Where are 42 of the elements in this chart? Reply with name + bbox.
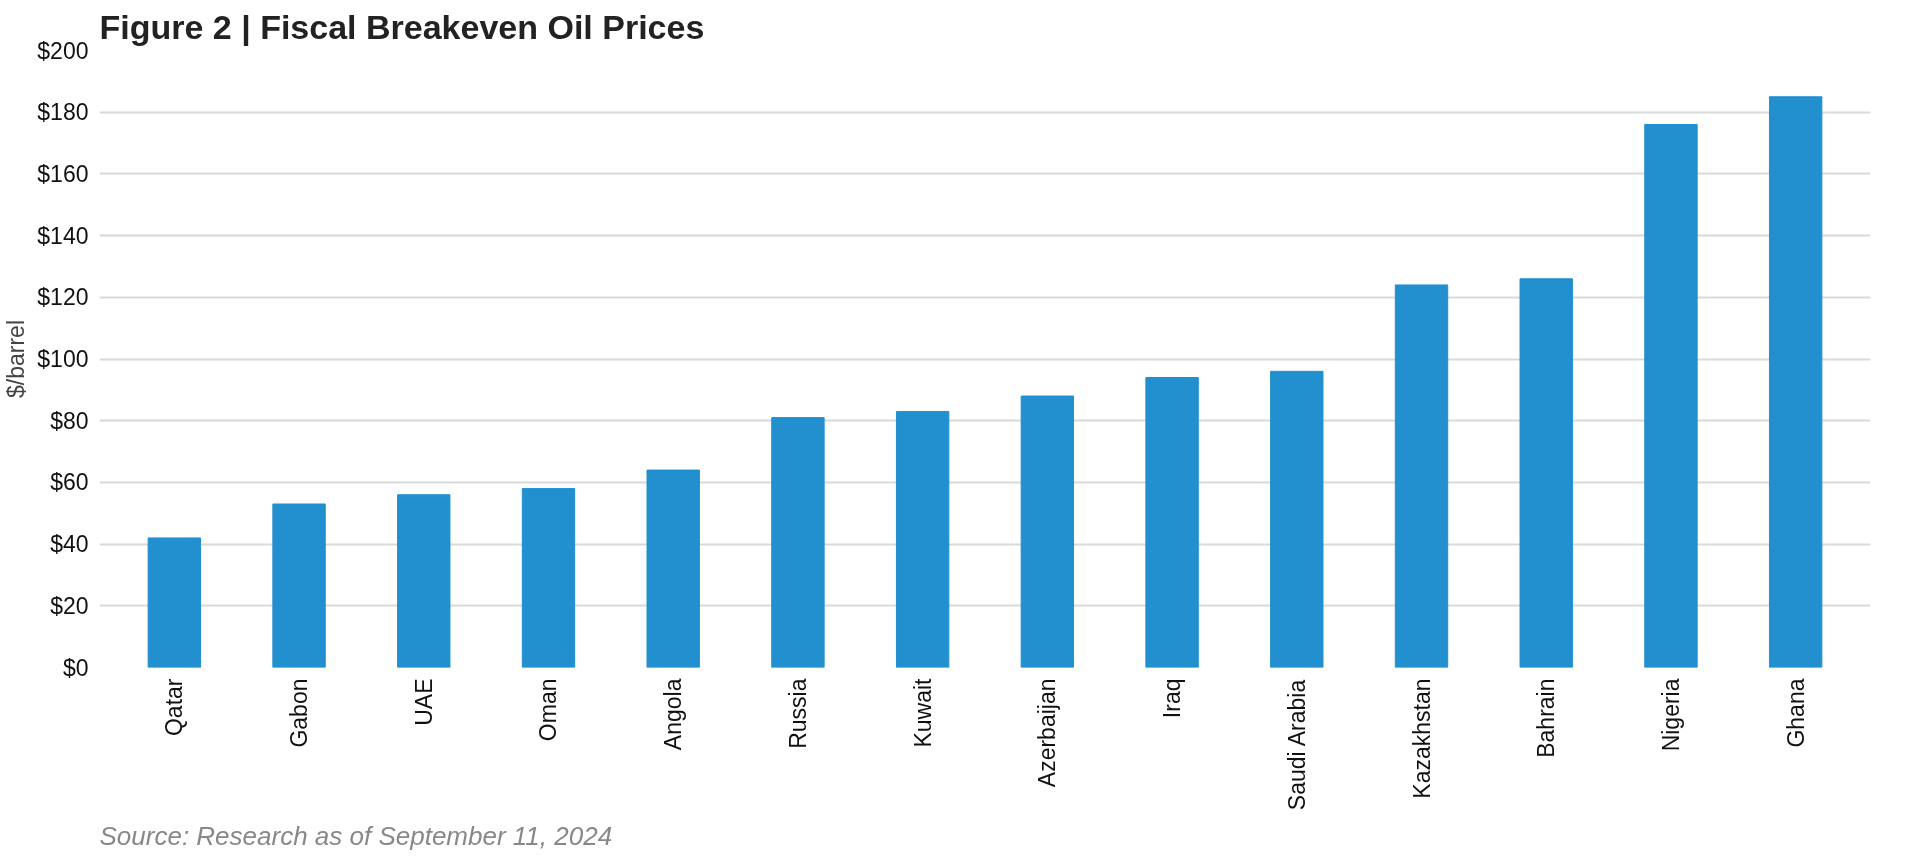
x-tick-label: UAE: [410, 678, 437, 726]
x-tick-label: Nigeria: [1657, 678, 1684, 752]
bar: [1020, 395, 1075, 668]
x-tick-label: Ghana: [1782, 678, 1809, 748]
x-tick-label: Saudi Arabia: [1283, 679, 1310, 811]
x-tick-label: Oman: [535, 678, 562, 742]
y-tick-label: $200: [37, 37, 89, 64]
y-tick-label: $120: [37, 284, 89, 311]
bar: [646, 469, 700, 668]
y-tick-label: $0: [62, 654, 89, 681]
y-tick-label: $20: [50, 592, 89, 619]
bar: [272, 503, 326, 668]
bar: [1145, 377, 1199, 668]
y-tick-label: $60: [50, 469, 89, 496]
y-tick-label: $80: [50, 407, 89, 434]
x-tick-label: Kuwait: [909, 677, 936, 748]
bar: [147, 537, 202, 668]
bar: [1519, 278, 1573, 668]
bar: [1768, 96, 1823, 668]
x-tick-label: Azerbaijan: [1034, 678, 1061, 788]
x-tick-label: Qatar: [161, 678, 188, 737]
x-tick-label: Angola: [660, 678, 687, 751]
source-note: Source: Research as of September 11, 2024: [99, 820, 613, 851]
bar: [1644, 124, 1698, 668]
bar: [1394, 284, 1449, 668]
x-tick-label: Gabon: [286, 678, 313, 748]
bar: [521, 488, 576, 668]
y-axis-title: $/barrel: [3, 320, 30, 398]
y-tick-label: $160: [37, 160, 89, 187]
y-tick-label: $100: [37, 346, 89, 372]
bar: [771, 417, 825, 668]
y-tick-label: $140: [37, 222, 89, 249]
y-tick-label: $180: [37, 99, 89, 126]
x-tick-label: Iraq: [1159, 678, 1186, 719]
bar: [895, 410, 950, 668]
y-tick-label: $40: [50, 531, 89, 558]
bar: [397, 494, 451, 668]
x-tick-label: Russia: [784, 678, 811, 749]
chart-title: Figure 2 | Fiscal Breakeven Oil Prices: [99, 7, 705, 46]
x-tick-label: Bahrain: [1533, 678, 1560, 758]
bar: [1270, 370, 1324, 668]
x-tick-label: Kazakhstan: [1408, 678, 1435, 799]
